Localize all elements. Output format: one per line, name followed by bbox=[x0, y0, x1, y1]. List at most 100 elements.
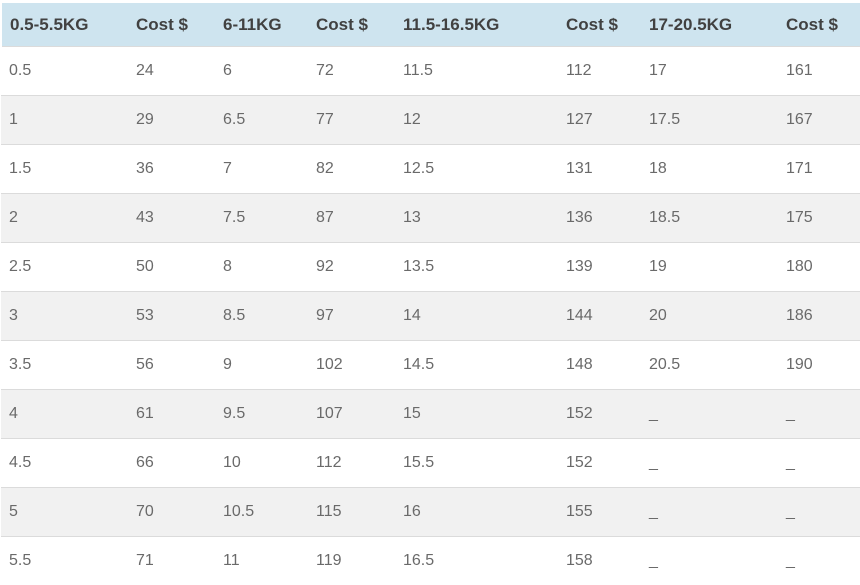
table-cell: 87 bbox=[308, 193, 395, 243]
table-cell: 0.5 bbox=[1, 46, 128, 96]
column-header: 6-11KG bbox=[215, 0, 308, 47]
table-cell: 15.5 bbox=[395, 438, 558, 488]
table-cell: 3 bbox=[1, 291, 128, 341]
table-row: 4.5 66 10 112 15.5 152 _ _ bbox=[1, 438, 860, 488]
table-cell: 53 bbox=[128, 291, 215, 341]
table-cell: 152 bbox=[558, 389, 641, 439]
table-cell: 119 bbox=[308, 536, 395, 585]
table-cell: 24 bbox=[128, 46, 215, 96]
table-row: 1.5 36 7 82 12.5 131 18 171 bbox=[1, 144, 860, 194]
column-header: 17-20.5KG bbox=[641, 0, 778, 47]
table-cell: 20 bbox=[641, 291, 778, 341]
table-cell: 186 bbox=[778, 291, 860, 341]
table-cell: 13.5 bbox=[395, 242, 558, 292]
table-cell: _ bbox=[778, 487, 860, 537]
table-cell: 112 bbox=[308, 438, 395, 488]
column-header: Cost $ bbox=[308, 0, 395, 47]
table-cell: 107 bbox=[308, 389, 395, 439]
table-cell: 36 bbox=[128, 144, 215, 194]
table-cell: 1.5 bbox=[1, 144, 128, 194]
column-header: Cost $ bbox=[558, 0, 641, 47]
table-cell: 16 bbox=[395, 487, 558, 537]
table-cell: 82 bbox=[308, 144, 395, 194]
table-row: 2 43 7.5 87 13 136 18.5 175 bbox=[1, 193, 860, 243]
table-cell: 11 bbox=[215, 536, 308, 585]
table-row: 2.5 50 8 92 13.5 139 19 180 bbox=[1, 242, 860, 292]
column-header: 11.5-16.5KG bbox=[395, 0, 558, 47]
table-cell: 4.5 bbox=[1, 438, 128, 488]
table-row: 4 61 9.5 107 15 152 _ _ bbox=[1, 389, 860, 439]
table-cell: 175 bbox=[778, 193, 860, 243]
table-cell: 152 bbox=[558, 438, 641, 488]
table-row: 3 53 8.5 97 14 144 20 186 bbox=[1, 291, 860, 341]
table-cell: 12.5 bbox=[395, 144, 558, 194]
table-cell: 115 bbox=[308, 487, 395, 537]
table-cell: _ bbox=[641, 487, 778, 537]
table-cell: 8.5 bbox=[215, 291, 308, 341]
table-cell: 9.5 bbox=[215, 389, 308, 439]
table-cell: 70 bbox=[128, 487, 215, 537]
table-cell: 77 bbox=[308, 95, 395, 145]
table-cell: 131 bbox=[558, 144, 641, 194]
table-cell: 6 bbox=[215, 46, 308, 96]
table-body: 0.5 24 6 72 11.5 112 17 161 1 29 6.5 77 12 127 17.5 167… bbox=[1, 46, 860, 585]
table-cell: _ bbox=[778, 389, 860, 439]
table-cell: 15 bbox=[395, 389, 558, 439]
table-cell: 97 bbox=[308, 291, 395, 341]
table-cell: 19 bbox=[641, 242, 778, 292]
table-cell: 61 bbox=[128, 389, 215, 439]
column-header: Cost $ bbox=[128, 0, 215, 47]
column-header: 0.5-5.5KG bbox=[0, 0, 128, 47]
table-cell: 5.5 bbox=[1, 536, 128, 585]
table-cell: 10 bbox=[215, 438, 308, 488]
table-cell: 5 bbox=[1, 487, 128, 537]
table-cell: _ bbox=[641, 536, 778, 585]
table-cell: _ bbox=[641, 389, 778, 439]
table-cell: 18 bbox=[641, 144, 778, 194]
table-cell: 14.5 bbox=[395, 340, 558, 390]
table-cell: 180 bbox=[778, 242, 860, 292]
table-cell: _ bbox=[778, 438, 860, 488]
table-cell: 20.5 bbox=[641, 340, 778, 390]
table-cell: 16.5 bbox=[395, 536, 558, 585]
table-row: 0.5 24 6 72 11.5 112 17 161 bbox=[1, 46, 860, 96]
table-cell: _ bbox=[778, 536, 860, 585]
table-cell: 11.5 bbox=[395, 46, 558, 96]
table-cell: 1 bbox=[1, 95, 128, 145]
header-row: 0.5-5.5KG Cost $6-11KG Cost $11.5-16.5KG Co… bbox=[0, 0, 860, 47]
table-cell: 29 bbox=[128, 95, 215, 145]
table-cell: 10.5 bbox=[215, 487, 308, 537]
table-cell: 190 bbox=[778, 340, 860, 390]
table-cell: 2.5 bbox=[1, 242, 128, 292]
table-cell: 56 bbox=[128, 340, 215, 390]
table-cell: 171 bbox=[778, 144, 860, 194]
table-cell: 161 bbox=[778, 46, 860, 96]
table-cell: 18.5 bbox=[641, 193, 778, 243]
table-row: 5 70 10.5 115 16 155 _ _ bbox=[1, 487, 860, 537]
table-cell: 8 bbox=[215, 242, 308, 292]
table-cell: 12 bbox=[395, 95, 558, 145]
table-cell: 50 bbox=[128, 242, 215, 292]
table-cell: 112 bbox=[558, 46, 641, 96]
table-cell: 136 bbox=[558, 193, 641, 243]
table-cell: 72 bbox=[308, 46, 395, 96]
table-cell: 13 bbox=[395, 193, 558, 243]
table-row: 5.5 71 11 119 16.5 158 _ _ bbox=[1, 536, 860, 585]
table-cell: _ bbox=[641, 438, 778, 488]
table-cell: 6.5 bbox=[215, 95, 308, 145]
table-cell: 155 bbox=[558, 487, 641, 537]
table-cell: 43 bbox=[128, 193, 215, 243]
table-cell: 102 bbox=[308, 340, 395, 390]
table-cell: 17 bbox=[641, 46, 778, 96]
table-cell: 14 bbox=[395, 291, 558, 341]
table-cell: 144 bbox=[558, 291, 641, 341]
column-header: Cost $ bbox=[778, 0, 860, 47]
table-cell: 139 bbox=[558, 242, 641, 292]
table-cell: 17.5 bbox=[641, 95, 778, 145]
table-cell: 127 bbox=[558, 95, 641, 145]
table-row: 1 29 6.5 77 12 127 17.5 167 bbox=[1, 95, 860, 145]
table-cell: 148 bbox=[558, 340, 641, 390]
table-cell: 3.5 bbox=[1, 340, 128, 390]
table-cell: 9 bbox=[215, 340, 308, 390]
table-cell: 2 bbox=[1, 193, 128, 243]
